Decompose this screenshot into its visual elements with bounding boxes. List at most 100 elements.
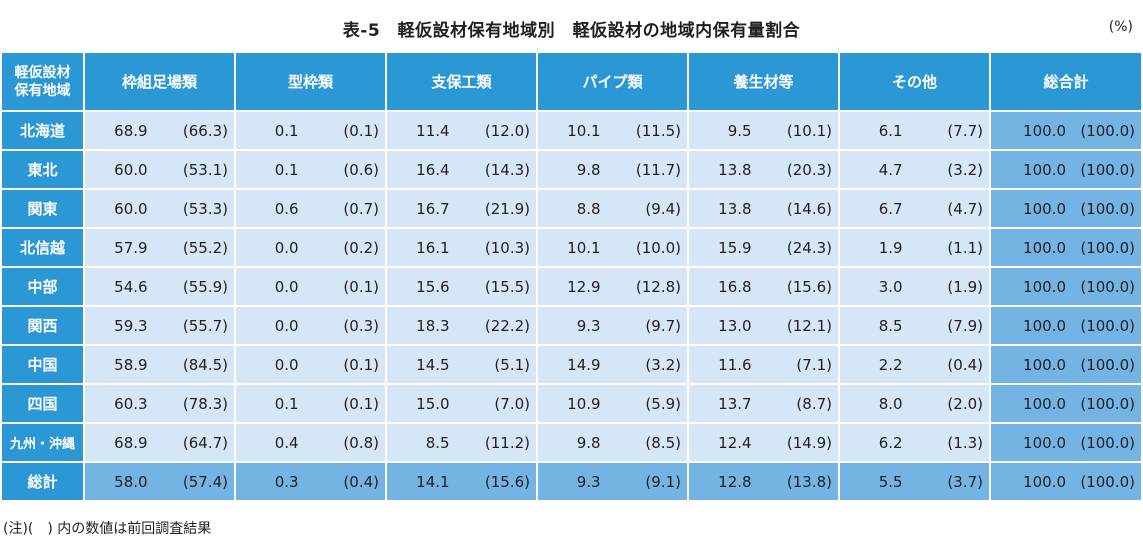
table-row: 東北 60.0 (53.1) 0.1 (0.6) 16.4 (14.3) 9.8 (11.7) 1… (0, 149, 1143, 190)
previous-value: (7.9) (947, 316, 983, 335)
table-row: 関西 59.3 (55.7) 0.0 (0.3) 18.3 (22.2) 9.3 (9.7) 13… (0, 305, 1143, 346)
current-value: 16.8 (718, 277, 752, 296)
region-cell: 九州・沖縄 (0, 422, 85, 463)
current-value: 2.2 (878, 355, 903, 374)
previous-value: (84.5) (182, 355, 228, 374)
previous-value: (3.7) (947, 472, 983, 491)
current-value: 10.9 (567, 394, 601, 413)
current-value: 100.0 (1023, 160, 1066, 179)
current-value: 0.4 (274, 433, 299, 452)
value-cell: 10.9 (5.9) (536, 383, 689, 424)
value-cell: 15.6 (15.5) (385, 266, 538, 307)
previous-value: (9.4) (645, 199, 681, 218)
previous-value: (100.0) (1080, 121, 1135, 140)
current-value: 100.0 (1023, 472, 1066, 491)
current-value: 8.5 (878, 316, 903, 335)
previous-value: (22.2) (484, 316, 530, 335)
current-value: 12.8 (718, 472, 752, 491)
value-cell: 3.0 (1.9) (838, 266, 991, 307)
previous-value: (12.1) (786, 316, 832, 335)
previous-value: (5.1) (494, 355, 530, 374)
previous-value: (0.2) (343, 238, 379, 257)
current-value: 100.0 (1023, 316, 1066, 335)
previous-value: (11.7) (635, 160, 681, 179)
previous-value: (53.1) (182, 160, 228, 179)
current-value: 13.7 (718, 394, 752, 413)
current-value: 13.0 (718, 316, 752, 335)
current-value: 68.9 (114, 121, 148, 140)
previous-value: (7.0) (494, 394, 530, 413)
previous-value: (8.5) (645, 433, 681, 452)
previous-value: (78.3) (182, 394, 228, 413)
previous-value: (12.0) (484, 121, 530, 140)
current-value: 16.4 (416, 160, 450, 179)
value-cell: 8.5 (11.2) (385, 422, 538, 463)
value-cell: 100.0 (100.0) (989, 383, 1143, 424)
current-value: 0.1 (274, 121, 299, 140)
previous-value: (10.0) (635, 238, 681, 257)
table-row: 北信越 57.9 (55.2) 0.0 (0.2) 16.1 (10.3) 10.1 (10.0… (0, 227, 1143, 268)
previous-value: (66.3) (182, 121, 228, 140)
value-cell: 60.3 (78.3) (83, 383, 236, 424)
value-cell: 12.8 (13.8) (687, 461, 840, 502)
previous-value: (100.0) (1080, 472, 1135, 491)
current-value: 8.0 (878, 394, 903, 413)
current-value: 15.0 (416, 394, 450, 413)
current-value: 3.0 (878, 277, 903, 296)
holding-ratio-table: 軽仮設材 保有地域 枠組足場類 型枠類 支保工類 パイプ類 養生材等 その他 総… (0, 51, 1143, 502)
previous-value: (57.4) (182, 472, 228, 491)
previous-value: (1.9) (947, 277, 983, 296)
current-value: 100.0 (1023, 394, 1066, 413)
table-body: 北海道 68.9 (66.3) 0.1 (0.1) 11.4 (12.0) 10.1 (11.5… (0, 110, 1143, 502)
value-cell: 100.0 (100.0) (989, 461, 1143, 502)
current-value: 0.3 (274, 472, 299, 491)
previous-value: (5.9) (645, 394, 681, 413)
value-cell: 11.6 (7.1) (687, 344, 840, 385)
value-cell: 15.0 (7.0) (385, 383, 538, 424)
current-value: 8.5 (425, 433, 450, 452)
previous-value: (14.6) (786, 199, 832, 218)
region-cell: 中部 (0, 266, 85, 307)
unit-label: (%) (1108, 19, 1133, 35)
current-value: 57.9 (114, 238, 148, 257)
previous-value: (55.7) (182, 316, 228, 335)
header-col-0: 枠組足場類 (83, 51, 236, 112)
previous-value: (4.7) (947, 199, 983, 218)
current-value: 12.4 (718, 433, 752, 452)
current-value: 5.5 (878, 472, 903, 491)
value-cell: 58.9 (84.5) (83, 344, 236, 385)
previous-value: (15.6) (484, 472, 530, 491)
current-value: 9.8 (576, 160, 601, 179)
total-row: 総計 58.0 (57.4) 0.3 (0.4) 14.1 (15.6) 9.3 (9.1) 12… (0, 461, 1143, 502)
current-value: 9.8 (576, 433, 601, 452)
current-value: 0.0 (274, 355, 299, 374)
current-value: 4.7 (878, 160, 903, 179)
value-cell: 16.8 (15.6) (687, 266, 840, 307)
value-cell: 9.3 (9.7) (536, 305, 689, 346)
current-value: 9.3 (576, 316, 601, 335)
value-cell: 1.9 (1.1) (838, 227, 991, 268)
value-cell: 100.0 (100.0) (989, 188, 1143, 229)
table-row: 四国 60.3 (78.3) 0.1 (0.1) 15.0 (7.0) 10.9 (5.9) 13… (0, 383, 1143, 424)
region-cell: 北信越 (0, 227, 85, 268)
previous-value: (100.0) (1080, 316, 1135, 335)
value-cell: 18.3 (22.2) (385, 305, 538, 346)
previous-value: (10.1) (786, 121, 832, 140)
value-cell: 10.1 (10.0) (536, 227, 689, 268)
value-cell: 59.3 (55.7) (83, 305, 236, 346)
current-value: 14.9 (567, 355, 601, 374)
current-value: 16.7 (416, 199, 450, 218)
previous-value: (0.1) (343, 355, 379, 374)
value-cell: 16.1 (10.3) (385, 227, 538, 268)
previous-value: (53.3) (182, 199, 228, 218)
previous-value: (0.6) (343, 160, 379, 179)
value-cell: 100.0 (100.0) (989, 344, 1143, 385)
current-value: 15.9 (718, 238, 752, 257)
value-cell: 0.4 (0.8) (234, 422, 387, 463)
previous-value: (100.0) (1080, 355, 1135, 374)
current-value: 100.0 (1023, 433, 1066, 452)
previous-value: (64.7) (182, 433, 228, 452)
value-cell: 14.1 (15.6) (385, 461, 538, 502)
value-cell: 68.9 (64.7) (83, 422, 236, 463)
current-value: 68.9 (114, 433, 148, 452)
